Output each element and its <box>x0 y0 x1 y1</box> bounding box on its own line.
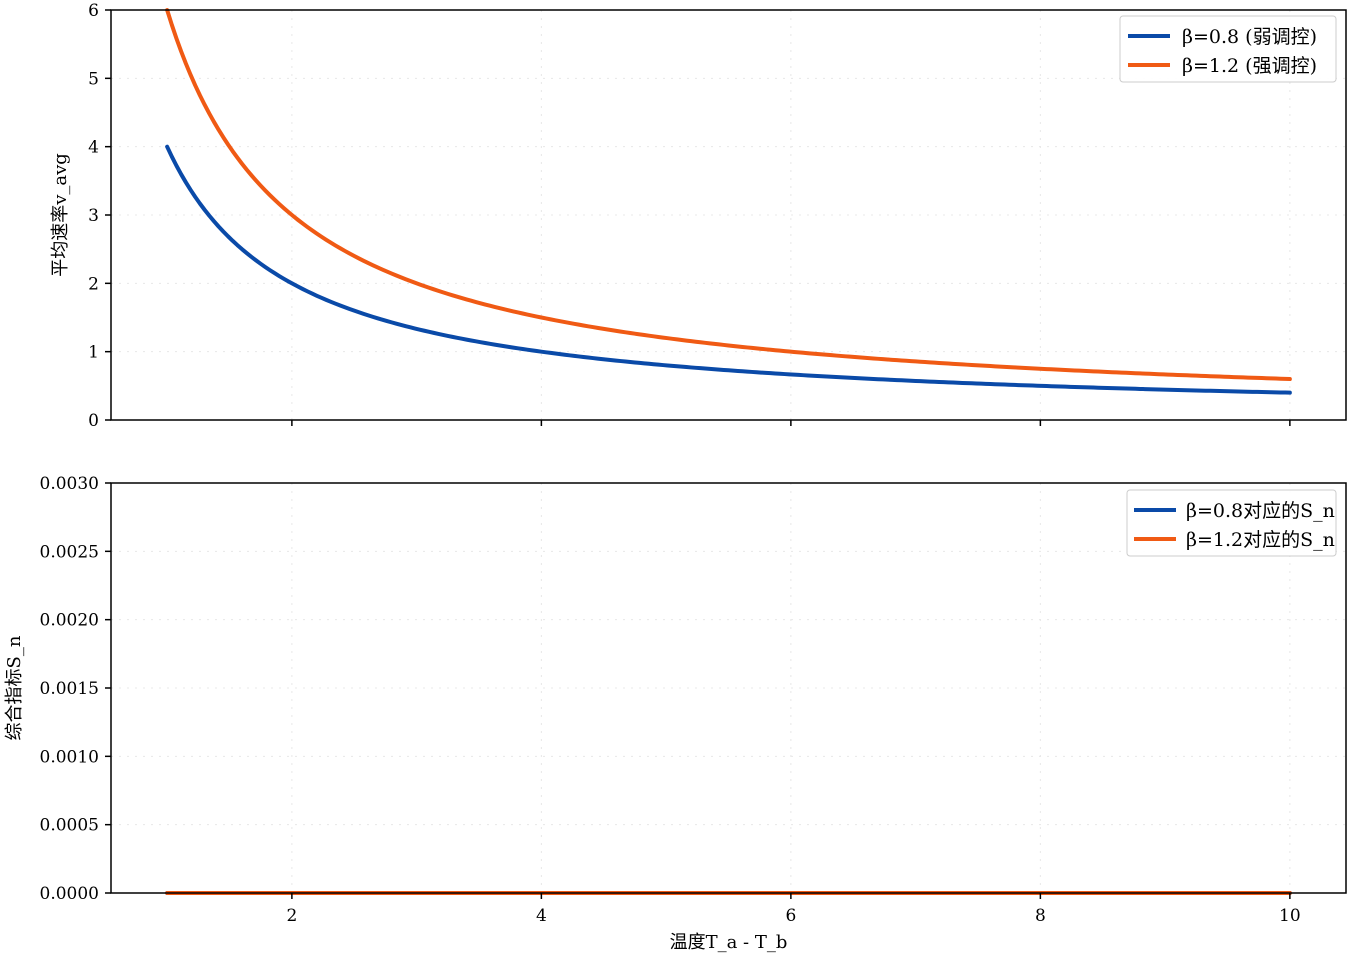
x-tick-label: 2 <box>286 906 297 926</box>
y-tick-label: 0 <box>88 411 99 431</box>
y-tick-label: 0.0000 <box>40 884 99 904</box>
series-line-2 <box>165 8 1292 381</box>
x-tick-label: 4 <box>536 906 547 926</box>
legend: β=0.8对应的S_n β=1.2对应的S_n <box>1126 489 1337 557</box>
chart-panel-1: 0 1 2 3 4 5 6 平均速率v_avg β=0.8 (弱调控) β=1.2 (强调控) <box>50 1 1347 431</box>
y-tick-label: 5 <box>88 69 99 89</box>
y-tick-label: 3 <box>88 206 99 226</box>
legend-box <box>1119 15 1337 83</box>
x-tick-label: 8 <box>1035 906 1046 926</box>
y-tick-label: 0.0015 <box>40 679 99 699</box>
y-tick-label: 6 <box>88 1 99 21</box>
y-tick-label: 4 <box>88 138 99 158</box>
x-tick-label: 6 <box>785 906 796 926</box>
y-tick-label: 0.0030 <box>40 474 99 494</box>
y-axis-label: 综合指标S_n <box>4 635 25 740</box>
y-tick-label: 2 <box>88 274 99 294</box>
y-tick-label: 0.0025 <box>40 542 99 562</box>
chart-panel-2: 2 4 6 8 10 0.0000 0.0005 0.0010 0.0015 0.0020 0.00… <box>4 474 1347 953</box>
y-axis-label: 平均速率v_avg <box>50 153 71 277</box>
x-tick-label: 10 <box>1279 906 1301 926</box>
y-tick-label: 0.0010 <box>40 747 99 767</box>
y-tick-label: 1 <box>88 343 99 363</box>
legend-entry-2: β=1.2 (强调控) <box>1182 55 1317 77</box>
y-tick-label: 0.0020 <box>40 611 99 631</box>
legend-box <box>1126 489 1337 557</box>
y-tick-label: 0.0005 <box>40 816 99 836</box>
x-axis-label: 温度T_a - T_b <box>670 932 788 953</box>
legend-entry-1: β=0.8 (弱调控) <box>1182 26 1317 48</box>
legend-entry-2: β=1.2对应的S_n <box>1186 529 1335 551</box>
legend-entry-1: β=0.8对应的S_n <box>1186 500 1335 522</box>
series-line-1 <box>165 144 1292 395</box>
legend: β=0.8 (弱调控) β=1.2 (强调控) <box>1119 15 1337 83</box>
